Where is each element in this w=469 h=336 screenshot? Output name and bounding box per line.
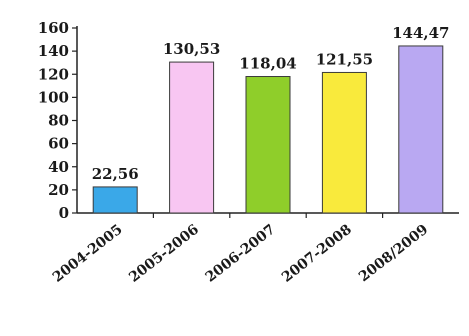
data-label: 118,04 — [239, 55, 296, 73]
y-tick-label: 0 — [59, 204, 69, 222]
x-tick-label: 2007-2008 — [279, 222, 355, 286]
data-label: 130,53 — [163, 40, 220, 58]
bar — [245, 76, 291, 214]
y-tick-label: 20 — [48, 181, 69, 199]
y-tick-label: 40 — [48, 158, 69, 176]
x-tick-label: 2005-2006 — [126, 222, 202, 286]
x-tick-label: 2008/2009 — [356, 222, 431, 286]
y-tick-label: 60 — [48, 135, 69, 153]
y-tick-label: 100 — [38, 88, 69, 106]
y-tick-label: 80 — [48, 112, 69, 130]
y-tick-label: 160 — [38, 19, 69, 37]
y-tick-label: 120 — [38, 65, 69, 83]
x-tick-label: 2004-2005 — [50, 222, 126, 286]
y-tick-label: 140 — [38, 42, 69, 60]
bar — [92, 186, 138, 214]
x-tick-label: 2006-2007 — [203, 222, 279, 286]
bar — [398, 45, 444, 214]
data-label: 22,56 — [92, 165, 139, 183]
bar — [321, 71, 367, 214]
data-label: 121,55 — [316, 50, 373, 68]
data-label: 144,47 — [392, 24, 449, 42]
bar — [169, 61, 215, 214]
